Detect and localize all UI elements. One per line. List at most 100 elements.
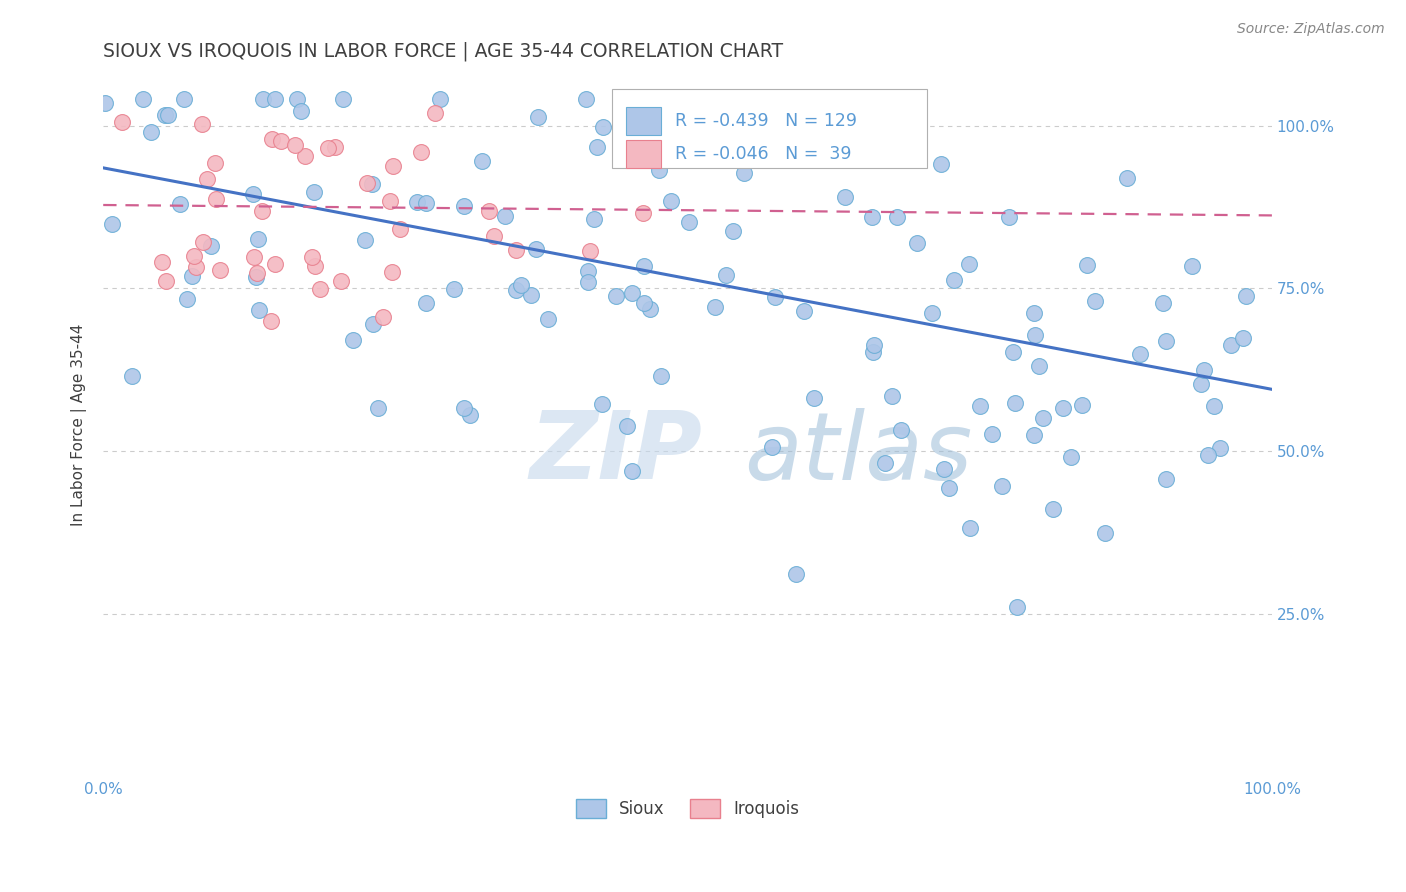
Point — [1060, 450, 1083, 464]
FancyBboxPatch shape — [626, 140, 661, 169]
Point — [1024, 427, 1046, 442]
Point — [371, 310, 394, 324]
Point — [100, 217, 122, 231]
Point — [302, 185, 325, 199]
Text: atlas: atlas — [744, 408, 972, 499]
Point — [471, 153, 494, 168]
Point — [633, 259, 655, 273]
Point — [443, 282, 465, 296]
Text: SIOUX VS IROQUOIS IN LABOR FORCE | AGE 35-44 CORRELATION CHART: SIOUX VS IROQUOIS IN LABOR FORCE | AGE 3… — [103, 42, 783, 62]
Point — [890, 423, 912, 437]
Point — [415, 296, 437, 310]
Point — [191, 117, 214, 131]
Point — [862, 344, 884, 359]
Text: R = -0.046   N =  39: R = -0.046 N = 39 — [675, 145, 851, 163]
Point — [332, 93, 354, 107]
Point — [425, 105, 447, 120]
Point — [591, 397, 613, 411]
Point — [482, 228, 505, 243]
Point — [981, 426, 1004, 441]
Text: R = -0.439   N = 129: R = -0.439 N = 129 — [675, 112, 856, 129]
Point — [247, 232, 270, 246]
Point — [703, 93, 725, 107]
Point — [714, 268, 737, 282]
Point — [183, 249, 205, 263]
Point — [429, 93, 451, 107]
Point — [173, 93, 195, 107]
Point — [1180, 259, 1202, 273]
Point — [150, 255, 173, 269]
Point — [621, 464, 644, 478]
Point — [905, 235, 928, 250]
Point — [880, 389, 903, 403]
Point — [803, 391, 825, 405]
Point — [932, 462, 955, 476]
Point — [834, 190, 856, 204]
Point — [576, 263, 599, 277]
Point — [650, 369, 672, 384]
Point — [1004, 396, 1026, 410]
Point — [415, 196, 437, 211]
Point — [204, 192, 226, 206]
Point — [724, 124, 747, 138]
Point — [616, 419, 638, 434]
Point — [260, 314, 283, 328]
Point — [367, 401, 389, 415]
Point — [406, 194, 429, 209]
Point — [959, 520, 981, 534]
Point — [628, 93, 651, 107]
Point — [505, 243, 527, 257]
Point — [575, 93, 598, 107]
Point — [1024, 327, 1046, 342]
Point — [1202, 399, 1225, 413]
Point — [200, 238, 222, 252]
Point — [381, 159, 404, 173]
Point — [245, 270, 267, 285]
Point — [264, 257, 287, 271]
Point — [264, 93, 287, 107]
Point — [1152, 296, 1174, 310]
Point — [990, 479, 1012, 493]
Point — [921, 306, 943, 320]
Point — [409, 145, 432, 160]
Point — [330, 274, 353, 288]
Point — [155, 274, 177, 288]
Point — [284, 138, 307, 153]
Point — [931, 157, 953, 171]
Point — [342, 333, 364, 347]
Point — [1154, 334, 1177, 348]
Text: ZIP: ZIP — [530, 408, 703, 500]
Point — [1220, 338, 1243, 352]
Point — [169, 196, 191, 211]
Point — [260, 132, 283, 146]
Point — [1076, 258, 1098, 272]
Point — [633, 296, 655, 310]
Point — [494, 209, 516, 223]
Point — [323, 140, 346, 154]
Point — [184, 260, 207, 274]
Point — [301, 250, 323, 264]
Point — [585, 139, 607, 153]
Point — [204, 156, 226, 170]
Point — [862, 338, 884, 352]
Point — [659, 194, 682, 208]
Point — [703, 300, 725, 314]
Point — [592, 120, 614, 134]
Point — [1232, 331, 1254, 345]
Point — [354, 233, 377, 247]
Point — [381, 265, 404, 279]
Point — [509, 278, 531, 293]
FancyBboxPatch shape — [612, 89, 927, 169]
Point — [644, 132, 666, 146]
Point — [1209, 441, 1232, 455]
Point — [938, 481, 960, 495]
Point — [1197, 449, 1219, 463]
Point — [304, 260, 326, 274]
Point — [157, 108, 180, 122]
Point — [252, 93, 274, 107]
Point — [704, 126, 727, 140]
Point — [245, 266, 267, 280]
Point — [176, 292, 198, 306]
Point — [131, 93, 153, 107]
Point — [943, 273, 966, 287]
